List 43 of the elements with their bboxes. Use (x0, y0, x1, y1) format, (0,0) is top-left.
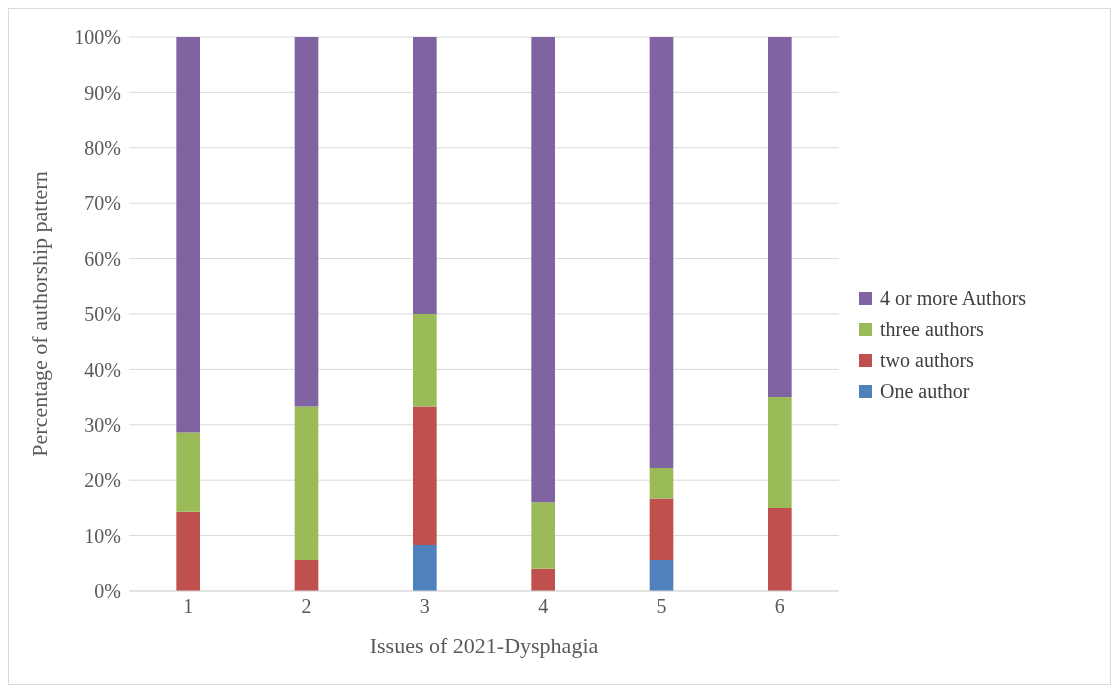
bar (531, 568, 555, 591)
bar (531, 502, 555, 569)
y-tick-label: 50% (84, 303, 121, 326)
y-tick-label: 90% (84, 81, 121, 104)
bar (294, 559, 319, 591)
y-tick-label: 0% (94, 580, 121, 603)
y-tick-label: 80% (84, 136, 121, 159)
bar (176, 511, 200, 591)
x-tick-label: 6 (774, 595, 785, 618)
y-tick-label: 60% (84, 247, 121, 270)
x-tick-label: 3 (419, 595, 430, 618)
legend-label: three authors (880, 318, 984, 341)
bar (176, 37, 200, 433)
bar (413, 545, 437, 591)
bar (768, 507, 792, 591)
x-tick-label: 5 (656, 595, 667, 618)
legend-label: One author (880, 380, 970, 403)
bar (294, 37, 319, 407)
x-tick-label: 2 (301, 595, 312, 618)
x-axis-title: Issues of 2021-Dysphagia (369, 633, 599, 658)
legend-label: 4 or more Authors (880, 287, 1027, 310)
bar (294, 406, 319, 560)
y-tick-label: 20% (84, 469, 121, 492)
y-tick-label: 30% (84, 413, 121, 436)
legend-label: two authors (880, 349, 974, 372)
bar (649, 559, 674, 591)
bar (413, 314, 437, 407)
bar (768, 37, 792, 398)
bar (531, 37, 555, 503)
bar (649, 498, 674, 560)
y-tick-label: 100% (74, 26, 121, 49)
y-tick-label: 10% (84, 524, 121, 547)
bar (768, 397, 792, 508)
y-tick-label: 70% (84, 192, 121, 215)
y-axis-title: Percentage of authorship pattern (26, 171, 52, 457)
bar (649, 37, 674, 469)
x-tick-label: 4 (538, 595, 549, 618)
bar (176, 432, 200, 512)
y-tick-label: 40% (84, 358, 121, 381)
bar (649, 468, 674, 499)
bar (413, 37, 437, 314)
x-tick-label: 1 (183, 595, 194, 618)
bar (413, 406, 437, 546)
